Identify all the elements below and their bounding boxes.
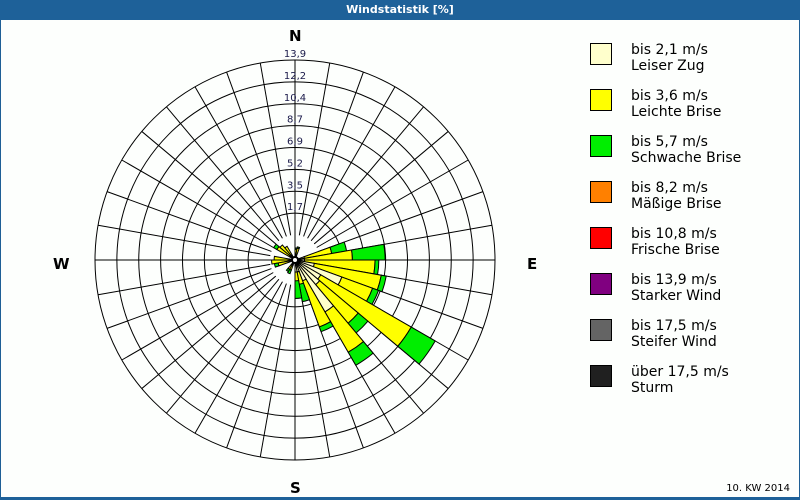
rose-segment [347,340,374,366]
legend-item: bis 8,2 m/s Mäßige Brise [590,180,741,226]
legend-item: über 17,5 m/s Sturm [590,364,741,410]
legend-name: Frische Brise [631,242,720,258]
legend-item: bis 3,6 m/s Leichte Brise [590,88,741,134]
compass-west-label: W [53,255,70,273]
rose-segment [273,262,280,268]
legend-range: bis 13,9 m/s [631,272,717,288]
svg-text:13,9: 13,9 [284,49,306,60]
rose-segment [294,279,303,300]
rose-segment [284,245,293,257]
svg-text:6,9: 6,9 [287,137,303,148]
legend-name: Schwache Brise [631,150,742,166]
legend-item: bis 5,7 m/s Schwache Brise [590,134,741,180]
legend-range: bis 8,2 m/s [631,180,708,196]
legend-swatch [590,135,612,157]
legend-name: Leiser Zug [631,58,705,74]
svg-text:12,2: 12,2 [284,71,306,82]
compass-south-label: S [290,479,301,497]
legend-swatch [590,89,612,111]
rose-segment [273,255,290,261]
radial-tick-labels: 1,7 3,5 5,2 6,9 8,7 10,4 12,2 13,9 [284,49,306,213]
rose-segment [318,321,334,333]
legend-name: Sturm [631,380,674,396]
legend-range: bis 2,1 m/s [631,42,708,58]
legend-name: Mäßige Brise [631,196,722,212]
rose-segment [376,274,387,293]
rose-segment [272,243,280,251]
legend-swatch [590,43,612,65]
legend-swatch [590,181,612,203]
legend-item: bis 2,1 m/s Leiser Zug [590,42,741,88]
legend-item: bis 13,9 m/s Starker Wind [590,272,741,318]
legend-swatch [590,227,612,249]
legend-item: bis 17,5 m/s Steifer Wind [590,318,741,364]
legend-item: bis 10,8 m/s Frische Brise [590,226,741,272]
legend-swatch [590,273,612,295]
legend-range: bis 10,8 m/s [631,226,717,242]
compass-north-label: N [289,27,302,45]
legend-range: über 17,5 m/s [631,364,729,380]
rose-segment [296,246,301,250]
svg-text:8,7: 8,7 [287,115,303,126]
legend-name: Starker Wind [631,288,722,304]
svg-text:3,5: 3,5 [287,180,303,191]
legend-name: Leichte Brise [631,104,722,120]
wind-rose-chart: 1,7 3,5 5,2 6,9 8,7 10,4 12,2 13,9 [94,49,496,461]
wind-rose-petals [271,241,436,366]
chart-title: Windstatistik [%] [0,0,800,20]
legend-name: Steifer Wind [631,334,717,350]
legend-range: bis 17,5 m/s [631,318,717,334]
svg-text:10,4: 10,4 [284,93,306,104]
rose-segment [397,326,436,365]
legend-range: bis 5,7 m/s [631,134,708,150]
rose-segment [350,243,386,261]
svg-text:5,2: 5,2 [287,158,303,169]
rose-segment [279,244,292,257]
legend-swatch [590,365,612,387]
svg-text:1,7: 1,7 [287,202,303,213]
bottom-border [0,497,800,500]
rose-segment [285,267,291,273]
legend: bis 2,1 m/s Leiser Zug bis 3,6 m/s Leichte… [590,42,741,410]
compass-east-label: E [527,255,538,273]
legend-swatch [590,319,612,341]
legend-range: bis 3,6 m/s [631,88,708,104]
rose-segment [373,259,380,276]
rose-segment [287,268,292,275]
period-label: 10. KW 2014 [726,483,790,494]
